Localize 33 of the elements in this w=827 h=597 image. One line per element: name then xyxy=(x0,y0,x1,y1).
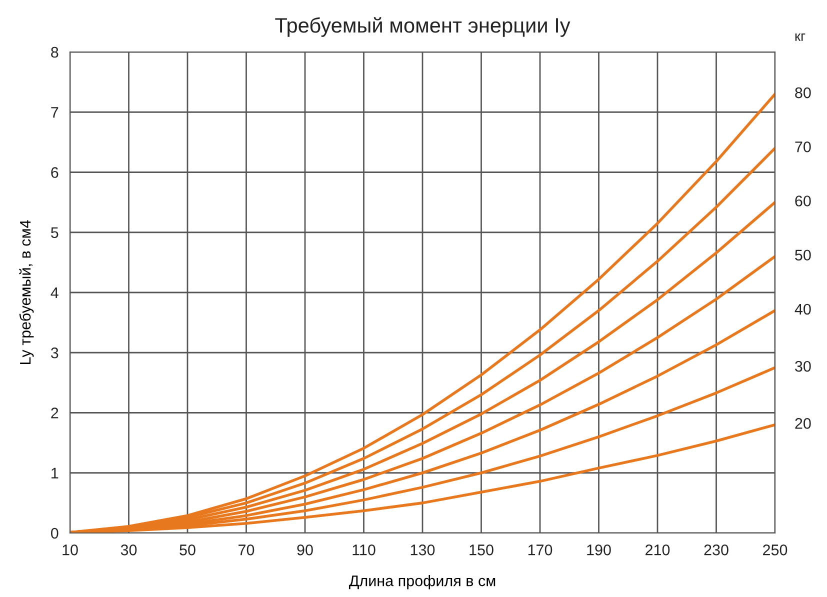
x-tick-label: 150 xyxy=(470,544,494,556)
x-tick-label: 90 xyxy=(297,544,313,556)
x-tick-label: 250 xyxy=(763,544,788,556)
y-tick-label: 6 xyxy=(51,167,58,178)
series-label: 80 xyxy=(795,87,811,98)
y-axis-title: Ly требуемый, в см4 xyxy=(19,220,34,364)
x-tick-label: 210 xyxy=(646,544,670,556)
y-tick-label: 7 xyxy=(51,107,58,118)
series-label: 70 xyxy=(795,141,811,152)
y-tick-label: 2 xyxy=(51,408,58,418)
series-label: 20 xyxy=(795,418,811,429)
x-tick-label: 130 xyxy=(410,544,435,556)
y-tick-label: 0 xyxy=(50,528,58,539)
series-label: 60 xyxy=(795,196,811,206)
x-tick-label: 230 xyxy=(704,544,728,556)
y-tick-label: 4 xyxy=(50,288,58,298)
x-tick-label: 50 xyxy=(180,544,196,556)
legend-title: кг xyxy=(795,34,806,41)
series-label: 30 xyxy=(795,360,811,372)
y-tick-label: 5 xyxy=(51,227,58,238)
x-tick-label: 30 xyxy=(120,544,137,556)
x-tick-label: 190 xyxy=(587,544,611,556)
x-tick-label: 10 xyxy=(62,544,78,556)
y-tick-label: 8 xyxy=(51,46,58,58)
y-tick-label: 3 xyxy=(50,347,58,358)
series-label: 50 xyxy=(795,250,811,261)
series-label: 40 xyxy=(794,304,811,315)
y-tick-label: 1 xyxy=(52,468,58,478)
x-tick-label: 70 xyxy=(238,544,254,556)
x-tick-label: 170 xyxy=(528,544,552,556)
x-axis-title: Длина профиля в см xyxy=(348,575,496,590)
x-tick-label: 110 xyxy=(352,544,376,556)
chart-title: Требуемый момент энерции Iy xyxy=(275,17,570,37)
